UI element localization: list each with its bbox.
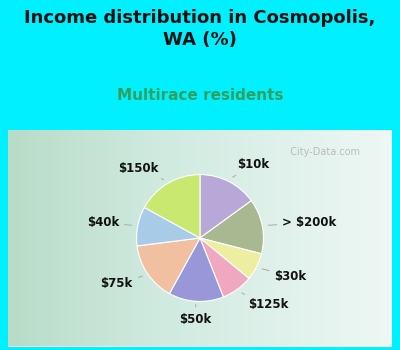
- Wedge shape: [137, 238, 200, 294]
- Text: $40k: $40k: [87, 216, 132, 229]
- Text: City-Data.com: City-Data.com: [284, 147, 360, 157]
- Text: Multirace residents: Multirace residents: [117, 88, 283, 103]
- Wedge shape: [200, 238, 249, 297]
- Wedge shape: [170, 238, 223, 301]
- Text: $30k: $30k: [262, 269, 307, 282]
- Wedge shape: [200, 201, 264, 254]
- Wedge shape: [200, 238, 262, 279]
- Text: $50k: $50k: [179, 304, 211, 326]
- Wedge shape: [136, 208, 200, 246]
- Text: $75k: $75k: [100, 276, 142, 290]
- Text: > $200k: > $200k: [268, 216, 336, 229]
- Text: $125k: $125k: [242, 293, 289, 311]
- Wedge shape: [144, 175, 200, 238]
- Text: $150k: $150k: [118, 162, 164, 180]
- Text: $10k: $10k: [233, 158, 270, 177]
- Wedge shape: [200, 175, 251, 238]
- Text: Income distribution in Cosmopolis,
WA (%): Income distribution in Cosmopolis, WA (%…: [24, 9, 376, 49]
